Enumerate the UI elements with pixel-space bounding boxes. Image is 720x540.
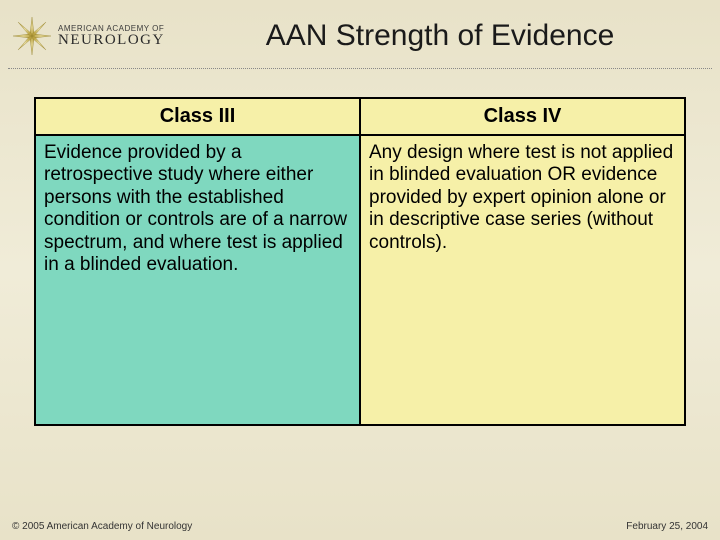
column-header-class-iv: Class IV xyxy=(360,98,685,135)
compass-star-icon xyxy=(12,16,52,56)
logo-text: AMERICAN ACADEMY OF NEUROLOGY xyxy=(58,25,165,48)
footer-date: February 25, 2004 xyxy=(626,521,708,532)
slide-title: AAN Strength of Evidence xyxy=(202,19,708,53)
column-header-class-iii: Class III xyxy=(35,98,360,135)
evidence-table: Class III Class IV Evidence provided by … xyxy=(34,97,686,426)
table-container: Class III Class IV Evidence provided by … xyxy=(0,69,720,426)
slide-header: AMERICAN ACADEMY OF NEUROLOGY AAN Streng… xyxy=(0,0,720,68)
logo-line2: NEUROLOGY xyxy=(58,33,165,48)
cell-class-iii-body: Evidence provided by a retrospective stu… xyxy=(35,135,360,425)
cell-class-iv-body: Any design where test is not applied in … xyxy=(360,135,685,425)
aan-logo: AMERICAN ACADEMY OF NEUROLOGY xyxy=(12,11,202,61)
copyright-text: © 2005 American Academy of Neurology xyxy=(12,521,192,532)
slide-footer: © 2005 American Academy of Neurology Feb… xyxy=(12,521,708,532)
